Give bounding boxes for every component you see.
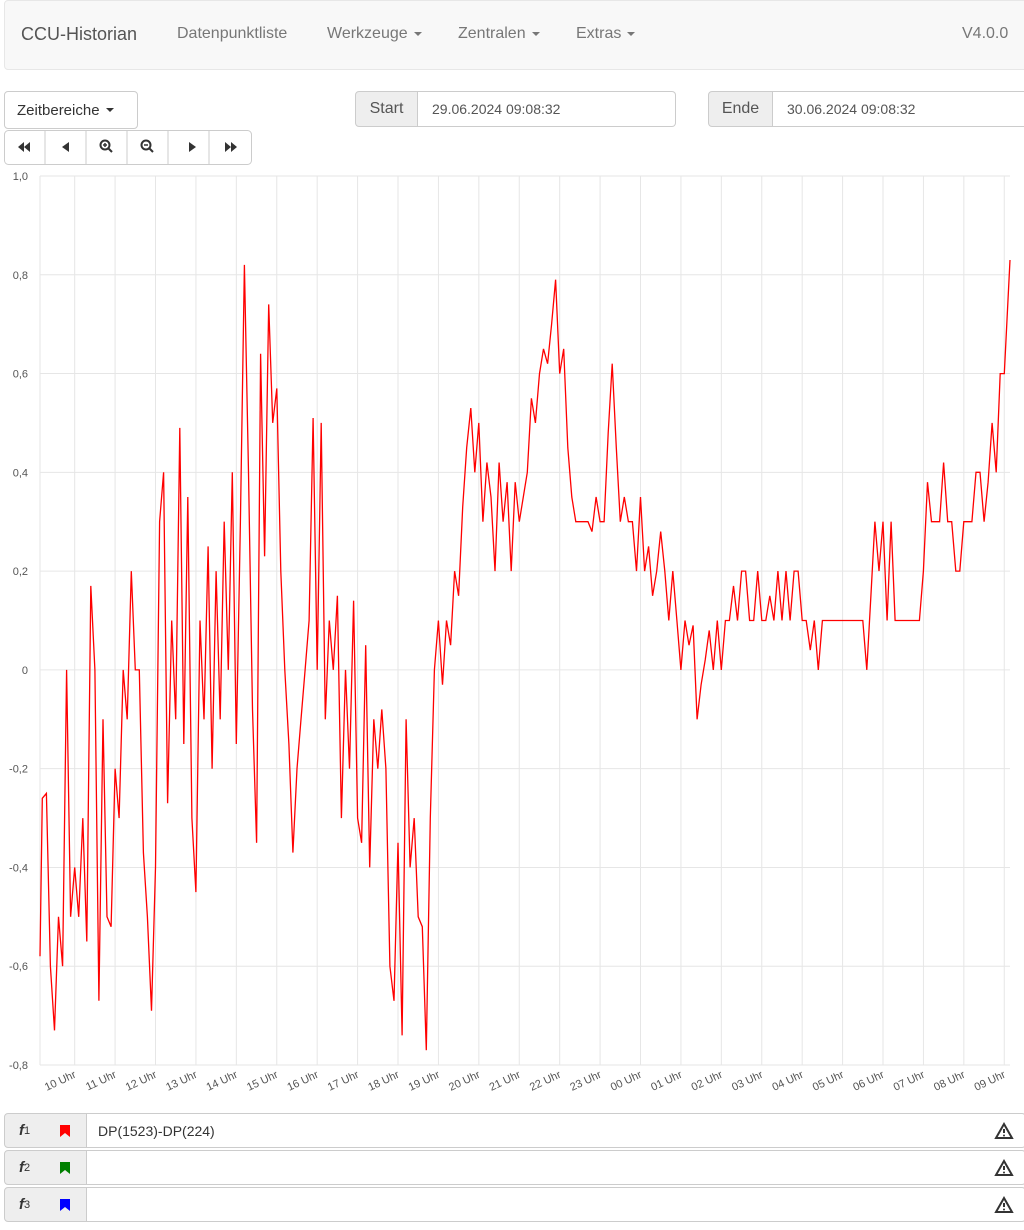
x-tick-label: 13 Uhr (164, 1069, 199, 1094)
x-tick-label: 14 Uhr (205, 1069, 240, 1094)
y-tick-label: -0,6 (9, 961, 28, 973)
warning-button[interactable] (983, 1150, 1024, 1185)
expression-input[interactable]: DP(1523)-DP(224) (86, 1113, 984, 1148)
function-index: 3 (23, 1198, 31, 1211)
warning-button[interactable] (983, 1187, 1024, 1222)
y-tick-label: -0,8 (9, 1060, 28, 1072)
x-tick-label: 16 Uhr (285, 1069, 320, 1094)
x-tick-label: 23 Uhr (568, 1069, 603, 1094)
y-tick-label: 1,0 (13, 171, 28, 183)
x-tick-label: 15 Uhr (245, 1069, 280, 1094)
start-input[interactable]: 29.06.2024 09:08:32 (418, 91, 676, 127)
y-tick-label: 0,6 (13, 369, 28, 381)
menu-item[interactable]: Datenpunktliste (177, 25, 288, 42)
x-tick-label: 18 Uhr (366, 1069, 401, 1094)
x-tick-label: 10 Uhr (43, 1069, 78, 1094)
x-tick-label: 03 Uhr (730, 1069, 765, 1094)
menu-label: Werkzeuge (327, 25, 408, 42)
menu-item[interactable]: Werkzeuge (327, 25, 422, 43)
function-row: f 1 DP(1523)-DP(224) (4, 1113, 1024, 1148)
zoom-out-button[interactable] (140, 139, 154, 153)
brand[interactable]: CCU-Historian (21, 24, 138, 44)
y-tick-label: 0 (22, 665, 28, 677)
color-button[interactable] (44, 1187, 87, 1222)
x-tick-label: 07 Uhr (892, 1069, 927, 1094)
button-group (4, 130, 252, 165)
x-tick-label: 12 Uhr (124, 1069, 159, 1094)
x-tick-label: 05 Uhr (811, 1069, 846, 1094)
function-symbol: f (18, 1196, 24, 1213)
x-tick-label: 02 Uhr (690, 1069, 725, 1094)
first-button[interactable] (18, 142, 30, 152)
warning-button[interactable] (983, 1113, 1024, 1148)
prev-button[interactable] (62, 142, 69, 152)
x-tick-label: 04 Uhr (770, 1069, 805, 1094)
y-tick-label: 0,2 (13, 566, 28, 578)
last-button[interactable] (225, 142, 237, 152)
zoom-in-button[interactable] (99, 139, 113, 153)
warning-icon (994, 1121, 1014, 1139)
y-tick-label: -0,2 (9, 764, 28, 776)
x-tick-label: 20 Uhr (447, 1069, 482, 1094)
end-input[interactable]: 30.06.2024 09:08:32 (773, 91, 1024, 127)
x-tick-label: 17 Uhr (326, 1069, 361, 1094)
x-tick-label: 11 Uhr (84, 1069, 119, 1094)
range-button[interactable]: Zeitbereiche (4, 91, 138, 129)
navbar: CCU-Historian Datenpunktliste Werkzeuge … (4, 0, 1024, 70)
x-tick-label: 08 Uhr (932, 1069, 967, 1094)
menu-label: Zentralen (458, 25, 526, 42)
x-tick-label: 21 Uhr (488, 1069, 523, 1094)
version: V4.0.0 (962, 25, 1009, 42)
color-button[interactable] (44, 1150, 87, 1185)
y-tick-label: 0,8 (13, 270, 28, 282)
color-button[interactable] (44, 1113, 87, 1148)
function-symbol: f (18, 1159, 24, 1176)
function-index: 2 (23, 1161, 31, 1174)
start-label: Start (355, 91, 418, 127)
function-symbol: f (18, 1122, 24, 1139)
menu-item[interactable]: Extras (576, 25, 636, 43)
bookmark-icon (60, 1124, 70, 1137)
range-label: Zeitbereiche (17, 101, 100, 119)
end-label: Ende (708, 91, 773, 127)
warning-icon (994, 1195, 1014, 1213)
time-nav-buttons (4, 130, 252, 165)
function-index: 1 (23, 1124, 31, 1137)
next-button[interactable] (189, 142, 196, 152)
x-tick-label: 22 Uhr (528, 1069, 563, 1094)
x-tick-label: 00 Uhr (609, 1069, 644, 1094)
x-tick-label: 01 Uhr (649, 1069, 684, 1094)
x-tick-label: 06 Uhr (851, 1069, 886, 1094)
y-tick-label: -0,4 (9, 862, 28, 874)
warning-icon (994, 1158, 1014, 1176)
expression-input[interactable] (86, 1150, 984, 1185)
data-line (39, 259, 1011, 1051)
chart: -0,8 -0,6 -0,4 -0,2 0 0,2 0,4 0,6 0,8 1,0 10 Uhr 11… (9, 171, 1011, 1094)
x-tick-label: 19 Uhr (407, 1069, 442, 1094)
expression-input[interactable] (86, 1187, 984, 1222)
bookmark-icon (60, 1198, 70, 1211)
menu-label: Extras (576, 25, 622, 42)
y-tick-label: 0,4 (13, 467, 28, 479)
menu-item[interactable]: Zentralen (458, 25, 540, 43)
bookmark-icon (60, 1161, 70, 1174)
x-tick-label: 09 Uhr (973, 1069, 1008, 1094)
